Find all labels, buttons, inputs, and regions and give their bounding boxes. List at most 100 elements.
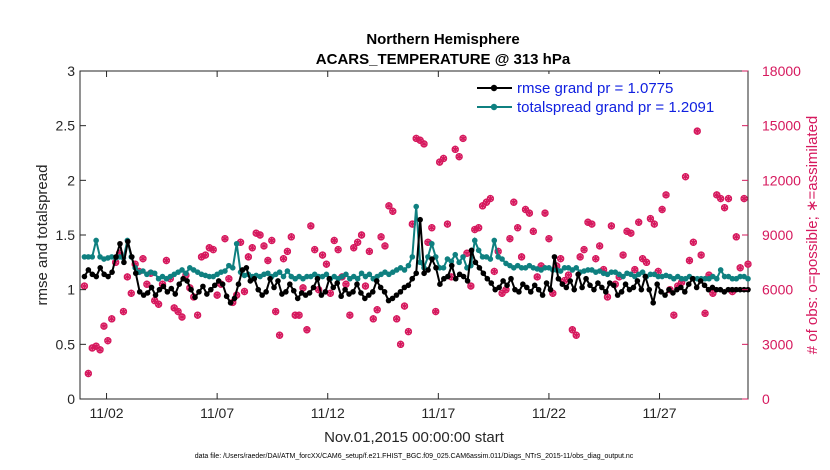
- obs-count-marker: [595, 242, 604, 250]
- obs-count-marker: [396, 340, 405, 349]
- totalspread-point: [721, 273, 728, 280]
- rmse-point: [235, 281, 242, 288]
- rmse-point: [192, 294, 198, 301]
- obs-count-marker: [474, 224, 483, 232]
- obs-count-marker: [662, 191, 670, 199]
- totalspread-point: [647, 271, 654, 278]
- obs-count-marker: [736, 264, 744, 272]
- left-tick-label: 0: [67, 391, 75, 407]
- rmse-point: [350, 289, 356, 295]
- rmse-point: [204, 291, 210, 297]
- obs-count-marker: [432, 307, 440, 316]
- obs-count-marker: [369, 315, 377, 323]
- rmse-point: [445, 273, 451, 280]
- obs-count-marker: [256, 231, 264, 239]
- rmse-point: [259, 292, 265, 298]
- rmse-point: [571, 286, 578, 293]
- rmse-point: [389, 295, 396, 302]
- chart-title: Northern Hemisphere: [366, 31, 519, 48]
- totalspread-point: [89, 254, 96, 260]
- obs-count-marker: [443, 220, 452, 228]
- obs-count-marker: [455, 152, 463, 161]
- rmse-point: [93, 273, 100, 280]
- totalspread-point: [440, 265, 447, 271]
- rmse-point: [658, 289, 664, 295]
- rmse-point: [654, 281, 660, 288]
- rmse-point: [144, 290, 151, 296]
- rmse-point: [595, 280, 601, 286]
- rmse-point: [468, 247, 475, 254]
- obs-count-marker: [428, 224, 436, 232]
- rmse-point: [630, 284, 637, 291]
- totalspread-point: [608, 269, 615, 275]
- totalspread-point: [343, 271, 349, 278]
- obs-count-marker: [744, 260, 752, 268]
- rmse-point: [520, 281, 526, 288]
- rmse-point: [433, 265, 439, 271]
- totalspread-point: [81, 254, 88, 260]
- right-axis-label: # of obs: o=possible; ∗=assimilated: [804, 116, 821, 355]
- obs-count-marker: [525, 209, 534, 217]
- rmse-point: [152, 292, 159, 298]
- totalspread-point: [702, 275, 708, 282]
- rmse-point: [275, 278, 281, 284]
- obs-count-marker: [420, 140, 428, 148]
- rmse-point: [306, 290, 313, 296]
- rmse-point: [508, 275, 514, 282]
- totalspread-point: [179, 267, 185, 273]
- rmse-point: [429, 256, 435, 262]
- obs-count-marker: [592, 254, 600, 263]
- rmse-point: [125, 238, 131, 245]
- totalspread-point: [206, 273, 213, 280]
- obs-count-marker: [416, 136, 424, 144]
- rmse-point: [638, 286, 645, 293]
- rmse-point: [496, 284, 502, 291]
- rmse-point: [729, 286, 736, 293]
- rmse-point: [543, 280, 550, 286]
- rmse-point: [689, 275, 696, 282]
- rmse-point: [318, 292, 325, 298]
- left-tick-label: 2.5: [56, 118, 76, 134]
- totalspread-point: [737, 273, 743, 280]
- totalspread-point: [745, 275, 751, 282]
- x-tick-label: 11/27: [643, 405, 677, 421]
- totalspread-point: [304, 273, 310, 280]
- obs-count-marker: [248, 244, 256, 252]
- rmse-point: [678, 284, 684, 291]
- obs-count-marker: [119, 307, 128, 316]
- obs-count-marker: [521, 205, 530, 214]
- rmse-point: [184, 278, 190, 284]
- rmse-point: [421, 270, 427, 277]
- rmse-point: [535, 286, 542, 293]
- left-tick-label: 1.5: [56, 227, 76, 243]
- totalspread-point: [479, 254, 486, 260]
- totalspread-point: [678, 275, 685, 282]
- totalspread-point: [487, 256, 494, 262]
- totalspread-point: [585, 267, 591, 273]
- rmse-point: [176, 281, 183, 288]
- totalspread-point: [229, 265, 236, 271]
- rmse-point: [555, 275, 562, 282]
- rmse-point: [160, 283, 167, 290]
- rmse-point: [267, 275, 273, 282]
- totalspread-point: [573, 265, 580, 271]
- rmse-point: [330, 284, 337, 291]
- legend-rmse-label: rmse grand pr = 1.0775: [517, 80, 673, 97]
- obs-count-marker: [260, 242, 268, 250]
- obs-count-marker: [213, 291, 221, 299]
- obs-count-marker: [357, 231, 366, 239]
- obs-count-marker: [627, 229, 635, 237]
- rmse-point: [417, 216, 423, 223]
- rmse-point: [666, 286, 672, 293]
- obs-count-marker: [635, 218, 643, 226]
- rmse-point: [480, 270, 487, 277]
- rmse-point: [322, 289, 329, 295]
- totalspread-point: [93, 237, 99, 244]
- rmse-point: [437, 281, 443, 288]
- footnote: data file: /Users/raeder/DAI/ATM_forcXX/…: [195, 453, 634, 460]
- rmse-point: [373, 278, 380, 284]
- obs-count-marker: [459, 134, 467, 143]
- totalspread-point: [222, 268, 228, 274]
- obs-count-marker: [506, 234, 514, 243]
- obs-count-marker: [646, 214, 655, 223]
